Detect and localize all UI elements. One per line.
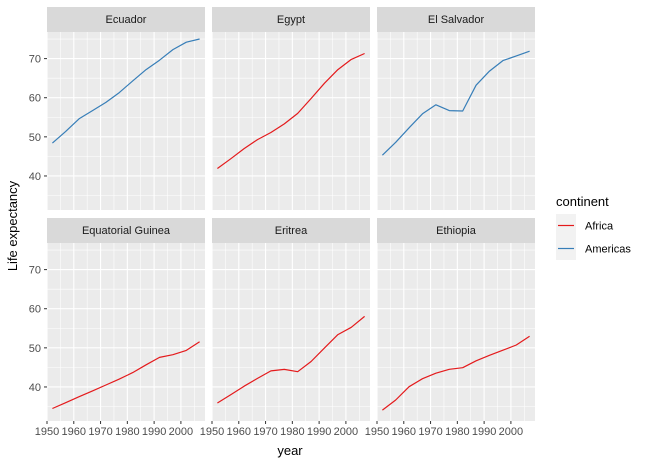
facet-panel: Ecuador — [46, 7, 205, 210]
facet-strip — [47, 218, 205, 243]
x-tick-label: 1990 — [472, 426, 496, 438]
x-tick-label: 1960 — [62, 426, 86, 438]
x-tick-label: 2000 — [169, 426, 193, 438]
y-tick-label: 60 — [29, 93, 41, 105]
series-line — [52, 38, 200, 144]
legend-label: Africa — [585, 221, 614, 233]
facet-panel: El Salvador — [376, 7, 535, 210]
facet-strip — [212, 218, 370, 243]
x-axis: 1950 1960 1970 1980 1990 2000 1950 1960 1970 1980… — [35, 421, 523, 438]
x-tick-label: 1970 — [418, 426, 442, 438]
facet-panel: Ethiopia — [376, 218, 535, 421]
facet-panel: Equatorial Guinea — [46, 218, 205, 421]
legend-label: Americas — [585, 244, 631, 256]
x-tick-label: 2000 — [499, 426, 523, 438]
x-tick-label: 1950 — [35, 426, 59, 438]
facet-strip-label: Equatorial Guinea — [82, 225, 171, 237]
facet-strip — [377, 218, 535, 243]
x-tick-label: 1980 — [445, 426, 469, 438]
y-tick-label: 70 — [29, 265, 41, 277]
facet-panel: Egypt — [211, 7, 370, 210]
x-tick-label: 1960 — [392, 426, 416, 438]
y-tick-label: 40 — [29, 382, 41, 394]
x-tick-label: 1990 — [307, 426, 331, 438]
y-tick-label: 70 — [29, 54, 41, 66]
x-tick-label: 1950 — [200, 426, 224, 438]
series-line — [381, 50, 530, 156]
y-axis-title: Life expectancy — [5, 180, 20, 271]
x-tick-label: 2000 — [334, 426, 358, 438]
series-line — [52, 341, 200, 410]
facet-strip — [212, 7, 370, 32]
facet-strip — [377, 7, 535, 32]
y-axis: 40 50 60 70 40 50 60 70 — [29, 54, 47, 394]
legend: continent Africa Americas — [556, 194, 631, 260]
facet-panel: Eritrea — [211, 218, 370, 421]
facet-strip-label: El Salvador — [428, 14, 485, 26]
legend-title: continent — [556, 194, 609, 209]
y-tick-label: 50 — [29, 343, 41, 355]
series-line — [382, 335, 530, 411]
y-tick-label: 50 — [29, 132, 41, 144]
facet-strip-label: Ethiopia — [436, 225, 477, 237]
facet-strip-label: Egypt — [277, 14, 305, 26]
x-tick-label: 1960 — [227, 426, 251, 438]
series-line — [217, 52, 365, 169]
x-tick-label: 1980 — [115, 426, 139, 438]
x-tick-label: 1970 — [253, 426, 277, 438]
facet-panels: Ecuador Egypt El Salvador Equatorial Guinea… — [46, 7, 535, 421]
facet-strip — [47, 7, 205, 32]
x-tick-label: 1980 — [280, 426, 304, 438]
y-tick-label: 40 — [29, 171, 41, 183]
x-tick-label: 1990 — [142, 426, 166, 438]
facet-strip-label: Ecuador — [106, 14, 147, 26]
x-axis-title: year — [277, 443, 303, 458]
x-tick-label: 1950 — [365, 426, 389, 438]
y-tick-label: 60 — [29, 304, 41, 316]
x-tick-label: 1970 — [88, 426, 112, 438]
series-line — [217, 315, 365, 404]
facet-strip-label: Eritrea — [275, 225, 308, 237]
